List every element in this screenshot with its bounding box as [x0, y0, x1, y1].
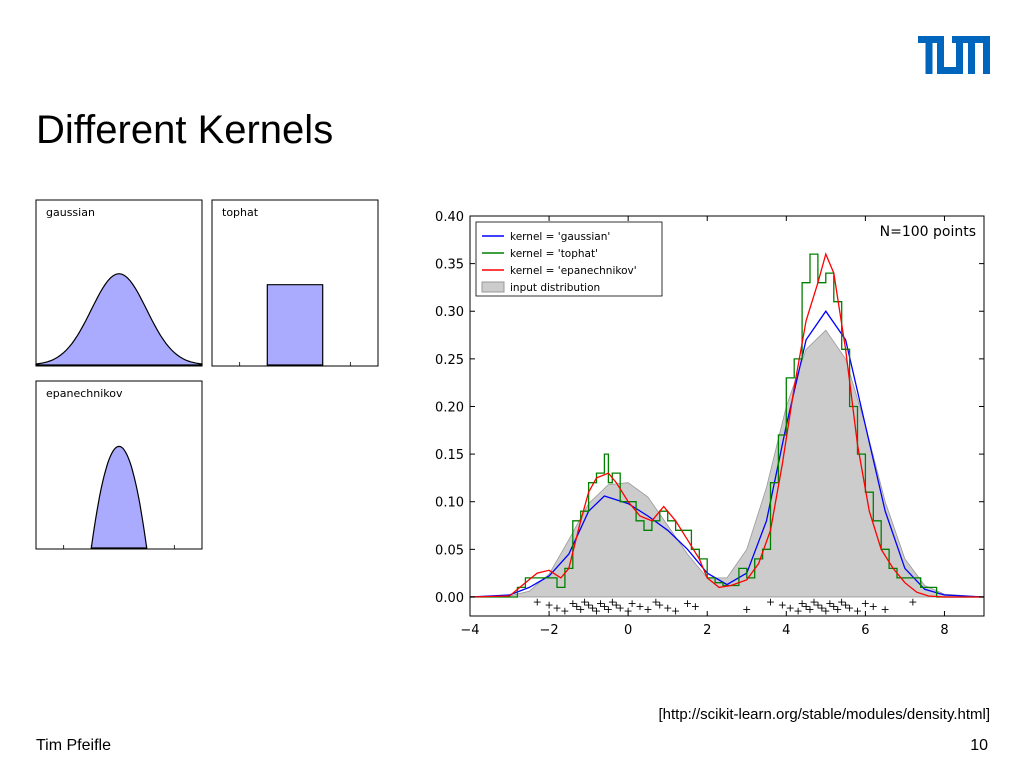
sample-point: +	[845, 601, 854, 614]
sample-point: +	[908, 596, 917, 609]
x-tick-label: 0	[624, 623, 632, 638]
sample-point: +	[798, 597, 807, 610]
sample-point: +	[643, 603, 652, 616]
panel-label: tophat	[222, 206, 259, 219]
y-tick-label: 0.00	[435, 591, 464, 606]
sample-point: +	[805, 603, 814, 616]
legend-label: kernel = 'epanechnikov'	[510, 265, 637, 277]
sample-point: +	[829, 600, 838, 613]
sample-point: +	[861, 597, 870, 610]
kernel-shape-epanechnikov	[90, 445, 148, 549]
y-tick-label: 0.25	[435, 353, 464, 368]
sample-point: +	[627, 597, 636, 610]
y-tick-label: 0.05	[435, 543, 464, 558]
tum-logo	[918, 36, 990, 74]
input-distribution-area	[469, 329, 985, 598]
sample-point: +	[651, 596, 660, 609]
sample-point: +	[683, 597, 692, 610]
sample-point: +	[742, 603, 751, 616]
sample-point: +	[568, 597, 577, 610]
x-tick-label: 8	[940, 623, 948, 638]
sample-point: +	[572, 600, 581, 613]
sample-point: +	[663, 601, 672, 614]
sample-point: +	[841, 599, 850, 612]
sample-point: +	[691, 600, 700, 613]
kernel-panel-tophat: tophat	[211, 199, 379, 367]
sample-point: +	[612, 599, 621, 612]
series-line-0	[469, 310, 985, 598]
series-line-1	[470, 253, 984, 598]
sample-point: +	[580, 596, 589, 609]
sample-point: +	[624, 604, 633, 617]
y-tick-label: 0.20	[435, 400, 464, 415]
sample-point: +	[778, 599, 787, 612]
legend-box	[475, 221, 663, 297]
x-tick-label: 2	[703, 623, 711, 638]
sample-point: +	[786, 601, 795, 614]
y-tick-label: 0.15	[435, 448, 464, 463]
sample-point: +	[533, 596, 542, 609]
sample-point: +	[588, 601, 597, 614]
y-tick-label: 0.10	[435, 496, 464, 511]
kde-chart: + ++++++++++++++++++++++++++ ++ +++++++++++…	[435, 210, 985, 638]
kernel-shape-gaussian	[35, 273, 203, 366]
sample-point: +	[801, 600, 810, 613]
author-name: Tim Pfeifle	[36, 737, 111, 754]
sample-point: +	[809, 596, 818, 609]
x-tick-label: −4	[460, 623, 479, 638]
slide-title: Different Kernels	[36, 108, 334, 152]
sample-point: +	[552, 601, 561, 614]
sample-point: +	[655, 599, 664, 612]
sample-point: +	[766, 596, 775, 609]
sample-point: +	[837, 596, 846, 609]
source-citation: [http://scikit-learn.org/stable/modules/…	[658, 706, 990, 723]
x-tick-label: 4	[782, 623, 790, 638]
sample-point: +	[592, 604, 601, 617]
panel-label: epanechnikov	[46, 387, 123, 400]
sample-point: +	[635, 600, 644, 613]
sample-point: +	[794, 604, 803, 617]
points-annotation: N=100 points	[880, 224, 976, 240]
sample-point: +	[817, 601, 826, 614]
plot-frame	[469, 215, 985, 617]
sample-point: +	[671, 604, 680, 617]
legend-swatch	[481, 281, 505, 293]
y-tick-label: 0.30	[435, 305, 464, 320]
sample-point: +	[616, 601, 625, 614]
sample-point: +	[560, 604, 569, 617]
legend: kernel = 'gaussian' kernel = 'tophat' kern…	[475, 221, 663, 297]
series-line-2	[469, 252, 984, 598]
kernel-shape-plots: gaussian tophat epanechnikov	[35, 199, 379, 550]
legend-label: kernel = 'gaussian'	[510, 231, 610, 243]
page-number: 10	[970, 737, 988, 754]
sample-point: +	[584, 599, 593, 612]
x-tick-label: −2	[539, 623, 558, 638]
sample-point: +	[813, 599, 822, 612]
sample-point: +	[544, 599, 553, 612]
kernel-panel-epanechnikov: epanechnikov	[35, 380, 203, 550]
sample-point: +	[853, 604, 862, 617]
y-tick-label: 0.40	[435, 210, 464, 225]
sample-point: +	[821, 604, 830, 617]
panel-label: gaussian	[46, 206, 95, 219]
sample-point: +	[608, 596, 617, 609]
sample-point: +	[600, 600, 609, 613]
sample-point: +	[596, 597, 605, 610]
legend-label: input distribution	[510, 282, 600, 294]
sample-point: +	[604, 603, 613, 616]
sample-point: +	[881, 603, 890, 616]
legend-label: kernel = 'tophat'	[510, 248, 598, 260]
kernel-shape-tophat	[266, 284, 324, 366]
sample-point: +	[869, 600, 878, 613]
y-tick-label: 0.35	[435, 258, 464, 273]
x-tick-label: 6	[861, 623, 869, 638]
sample-point: +	[576, 603, 585, 616]
kernel-panel-gaussian: gaussian	[35, 199, 203, 367]
sample-point: +	[825, 597, 834, 610]
sample-point: +	[833, 603, 842, 616]
